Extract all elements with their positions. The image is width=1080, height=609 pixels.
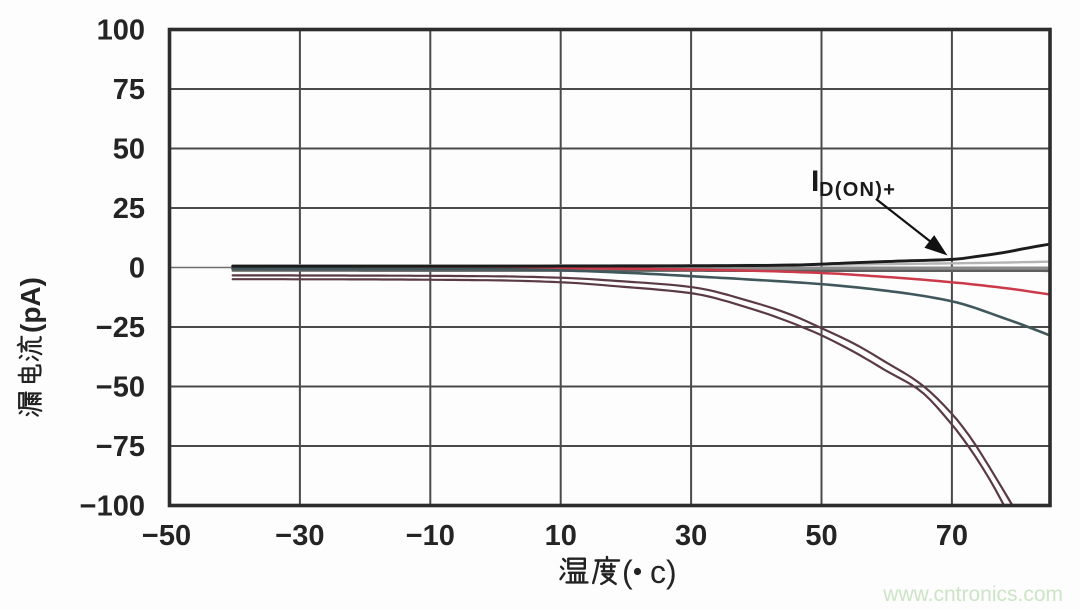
svg-text:(pA): (pA) [15,277,46,333]
svg-text:−25: −25 [96,312,145,344]
svg-text:10: 10 [545,520,577,552]
svg-text:30: 30 [675,520,707,552]
svg-text:0: 0 [129,253,145,285]
svg-text:−100: −100 [80,491,145,523]
svg-text:I: I [811,165,819,198]
svg-text:−10: −10 [406,520,455,552]
svg-text:−30: −30 [275,520,324,552]
svg-text:D(ON)+: D(ON)+ [819,179,896,201]
svg-text:www.cntronics.com: www.cntronics.com [882,583,1063,606]
svg-text:70: 70 [936,520,968,552]
svg-text:50: 50 [113,134,145,166]
svg-text:25: 25 [113,193,145,225]
svg-text:(: ( [622,554,633,590]
svg-text:100: 100 [97,15,145,47]
svg-text:50: 50 [805,520,837,552]
svg-text:−50: −50 [142,520,191,552]
svg-text:75: 75 [113,74,145,106]
svg-text:−50: −50 [96,372,145,404]
svg-text:−75: −75 [96,431,145,463]
svg-text:c): c) [650,554,677,590]
